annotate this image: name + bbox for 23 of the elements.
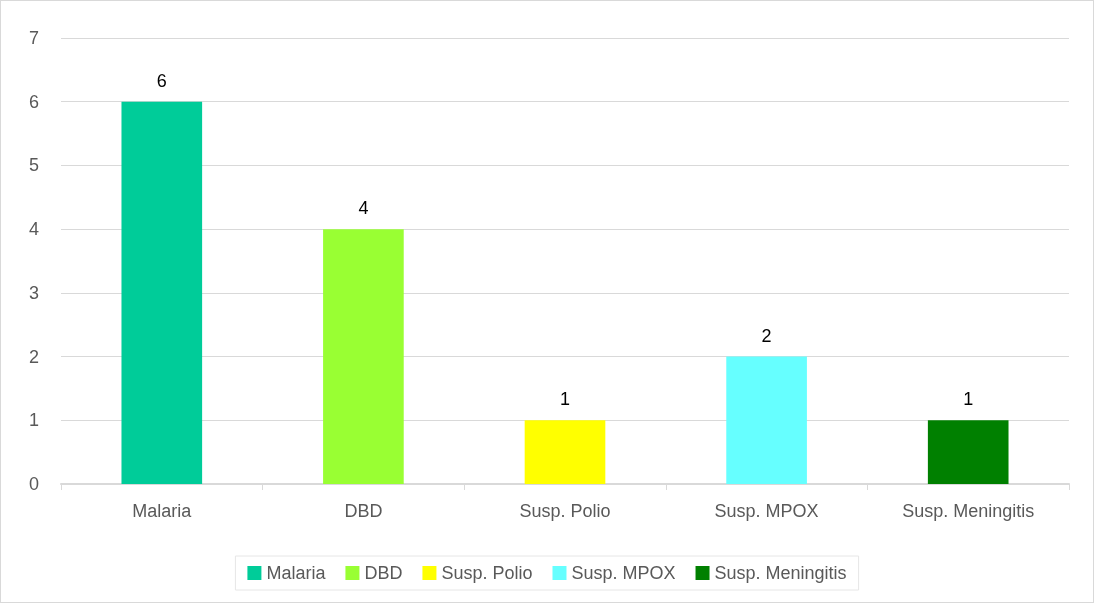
x-tick-label: DBD	[344, 501, 383, 521]
data-label: 4	[358, 198, 369, 219]
x-tick-label: Susp. Meningitis	[902, 501, 1035, 521]
data-label: 1	[559, 389, 571, 410]
legend-label: Susp. Meningitis	[714, 563, 847, 583]
y-tick-label: 0	[28, 474, 39, 494]
y-tick-label: 2	[28, 346, 39, 367]
y-tick-label: 1	[28, 410, 39, 431]
data-label: 2	[761, 325, 772, 346]
y-tick-label: 6	[28, 91, 39, 112]
x-tick-label: Malaria	[132, 501, 193, 521]
y-tick-label: 3	[28, 282, 39, 303]
legend-label: DBD	[364, 563, 403, 583]
legend-label: Susp. MPOX	[571, 563, 676, 583]
data-label: 1	[963, 389, 974, 410]
legend-label: Susp. Polio	[441, 563, 533, 583]
x-tick-label: Susp. MPOX	[714, 501, 819, 521]
x-tick-label: Susp. Polio	[519, 501, 611, 521]
y-tick-label: 4	[28, 219, 39, 240]
y-tick-label: 5	[28, 155, 39, 176]
y-tick-label: 7	[28, 28, 39, 48]
legend-label: Malaria	[266, 563, 327, 583]
data-label: 6	[156, 70, 167, 91]
